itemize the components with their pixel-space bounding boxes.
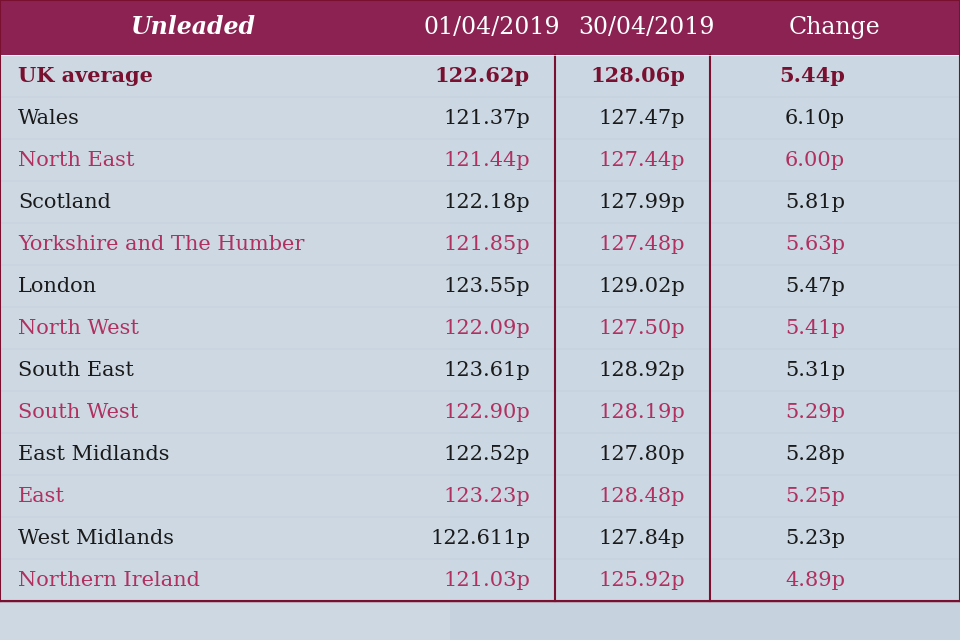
Text: 122.62p: 122.62p: [435, 66, 530, 86]
Text: 125.92p: 125.92p: [598, 570, 685, 589]
Text: 5.25p: 5.25p: [785, 486, 845, 506]
Text: 122.52p: 122.52p: [444, 445, 530, 463]
Bar: [0, 223, 960, 265]
Bar: [0, 559, 960, 601]
Text: 128.92p: 128.92p: [598, 360, 685, 380]
Text: 127.47p: 127.47p: [598, 109, 685, 127]
Text: 129.02p: 129.02p: [598, 276, 685, 296]
Text: Yorkshire and The Humber: Yorkshire and The Humber: [18, 234, 304, 253]
Bar: [0, 307, 960, 349]
Text: London: London: [18, 276, 97, 296]
Text: 122.18p: 122.18p: [444, 193, 530, 211]
Text: 121.44p: 121.44p: [444, 150, 530, 170]
Bar: [0, 97, 960, 139]
Text: 5.47p: 5.47p: [785, 276, 845, 296]
Text: 30/04/2019: 30/04/2019: [579, 16, 715, 39]
Text: 5.81p: 5.81p: [785, 193, 845, 211]
Text: 121.37p: 121.37p: [444, 109, 530, 127]
Text: 4.89p: 4.89p: [785, 570, 845, 589]
Text: Wales: Wales: [18, 109, 80, 127]
Text: 123.61p: 123.61p: [444, 360, 530, 380]
Text: East: East: [18, 486, 65, 506]
Text: 127.80p: 127.80p: [598, 445, 685, 463]
Text: 128.19p: 128.19p: [598, 403, 685, 422]
Text: North East: North East: [18, 150, 134, 170]
Text: Northern Ireland: Northern Ireland: [18, 570, 200, 589]
Text: 122.90p: 122.90p: [444, 403, 530, 422]
Text: 5.63p: 5.63p: [785, 234, 845, 253]
Text: 123.23p: 123.23p: [444, 486, 530, 506]
Text: 127.84p: 127.84p: [598, 529, 685, 547]
Text: 5.28p: 5.28p: [785, 445, 845, 463]
Text: 5.41p: 5.41p: [785, 319, 845, 337]
Bar: [0, 139, 960, 181]
Text: North West: North West: [18, 319, 139, 337]
Bar: [0, 181, 960, 223]
Text: 127.50p: 127.50p: [598, 319, 685, 337]
Text: 5.31p: 5.31p: [785, 360, 845, 380]
Text: South West: South West: [18, 403, 138, 422]
Text: 6.00p: 6.00p: [785, 150, 845, 170]
Text: 128.06p: 128.06p: [590, 66, 685, 86]
Text: 6.10p: 6.10p: [785, 109, 845, 127]
Text: 121.03p: 121.03p: [444, 570, 530, 589]
Text: East Midlands: East Midlands: [18, 445, 170, 463]
Bar: [0, 475, 960, 517]
Text: 01/04/2019: 01/04/2019: [423, 16, 560, 39]
Text: UK average: UK average: [18, 66, 153, 86]
Text: Scotland: Scotland: [18, 193, 110, 211]
Text: 121.85p: 121.85p: [444, 234, 530, 253]
Text: West Midlands: West Midlands: [18, 529, 174, 547]
Text: 127.48p: 127.48p: [598, 234, 685, 253]
Bar: [450, 55, 960, 640]
Text: 122.611p: 122.611p: [430, 529, 530, 547]
Text: 123.55p: 123.55p: [444, 276, 530, 296]
Text: Unleaded: Unleaded: [130, 15, 255, 40]
Bar: [0, 391, 960, 433]
Text: 127.44p: 127.44p: [598, 150, 685, 170]
Text: 5.23p: 5.23p: [785, 529, 845, 547]
Text: 128.48p: 128.48p: [598, 486, 685, 506]
Text: 127.99p: 127.99p: [598, 193, 685, 211]
Bar: [0, 265, 960, 307]
Text: 122.09p: 122.09p: [444, 319, 530, 337]
Text: Change: Change: [788, 16, 880, 39]
Bar: [0, 55, 960, 97]
Bar: [0, 517, 960, 559]
Text: South East: South East: [18, 360, 133, 380]
Text: 5.29p: 5.29p: [785, 403, 845, 422]
Text: 5.44p: 5.44p: [780, 66, 845, 86]
Bar: [0, 349, 960, 391]
Bar: [0, 433, 960, 475]
Bar: [0, 0, 960, 55]
